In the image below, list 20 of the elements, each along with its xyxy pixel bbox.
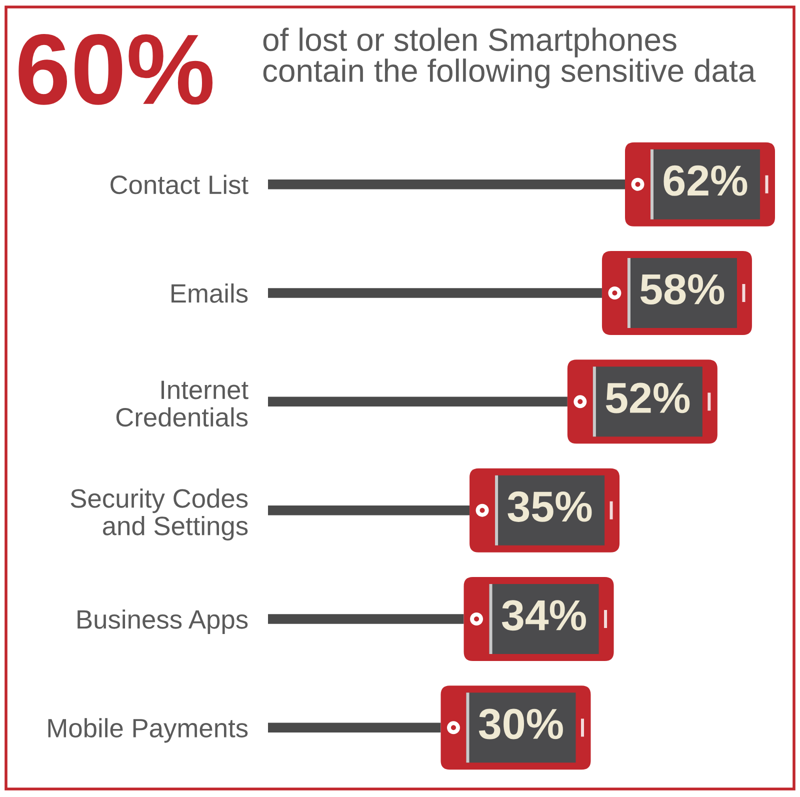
- y-tick-label: Mobile Payments: [48, 718, 248, 743]
- bar: [268, 505, 470, 516]
- data-label: 62%: [664, 165, 748, 196]
- bar: [268, 288, 602, 298]
- bar: [268, 179, 625, 190]
- y-tick-label: Contact List: [110, 174, 248, 194]
- chart-subtitle: of lost or stolen Smartphones contain the following sensitive data: [263, 28, 756, 88]
- data-label: 52%: [606, 382, 690, 414]
- chart-title: 60%: [18, 34, 213, 105]
- y-tick-label: Business Apps: [78, 609, 248, 634]
- bar: [268, 614, 464, 624]
- data-label: 35%: [508, 491, 592, 522]
- data-label: 30%: [478, 708, 563, 740]
- data-label: 58%: [640, 274, 724, 305]
- bar: [268, 722, 441, 733]
- y-tick-label: Emails: [172, 283, 248, 303]
- data-label: 34%: [502, 600, 586, 631]
- y-tick-label: Security Codes and Settings: [70, 488, 248, 541]
- bar: [268, 396, 568, 407]
- y-tick-label: Internet Credentials: [116, 380, 248, 427]
